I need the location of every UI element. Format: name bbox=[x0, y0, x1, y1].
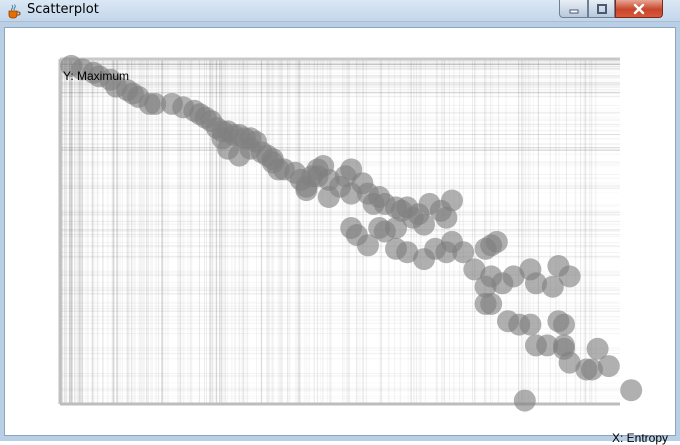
data-point bbox=[525, 272, 547, 295]
data-point bbox=[558, 351, 581, 374]
data-point bbox=[435, 206, 458, 229]
data-point bbox=[597, 355, 620, 378]
data-point bbox=[441, 189, 463, 212]
y-axis-label: Y: Maximum bbox=[63, 69, 130, 83]
data-point bbox=[536, 334, 559, 357]
data-point bbox=[586, 337, 609, 360]
data-point bbox=[502, 265, 525, 288]
minimize-button[interactable] bbox=[559, 0, 588, 18]
data-point bbox=[485, 230, 508, 253]
maximize-button[interactable] bbox=[588, 0, 615, 18]
data-point bbox=[558, 265, 581, 288]
data-point bbox=[373, 220, 396, 243]
data-point bbox=[480, 292, 503, 315]
close-button[interactable] bbox=[615, 0, 663, 18]
data-point bbox=[463, 258, 486, 281]
title-bar[interactable]: Scatterplot bbox=[0, 0, 680, 22]
plot-panel: Y: Maximum X: Entropy bbox=[4, 27, 676, 445]
close-icon bbox=[633, 3, 645, 14]
window-title: Scatterplot bbox=[27, 2, 99, 17]
data-point bbox=[620, 379, 643, 402]
data-point bbox=[575, 358, 598, 381]
data-point bbox=[317, 186, 340, 208]
maximize-icon bbox=[596, 3, 607, 14]
x-axis-label: X: Entropy bbox=[612, 431, 669, 445]
minimize-icon bbox=[569, 9, 578, 13]
data-point bbox=[413, 213, 435, 236]
data-point bbox=[553, 313, 575, 336]
data-point bbox=[541, 275, 564, 298]
data-point bbox=[519, 313, 542, 336]
data-point bbox=[295, 179, 318, 202]
data-point bbox=[144, 92, 167, 115]
scatter-plot[interactable] bbox=[5, 28, 675, 435]
data-point bbox=[452, 241, 475, 264]
data-points bbox=[60, 54, 643, 412]
data-point bbox=[513, 389, 536, 412]
data-point bbox=[474, 275, 497, 298]
data-point bbox=[357, 234, 379, 257]
java-cup-icon bbox=[8, 4, 21, 19]
data-point bbox=[396, 241, 419, 264]
